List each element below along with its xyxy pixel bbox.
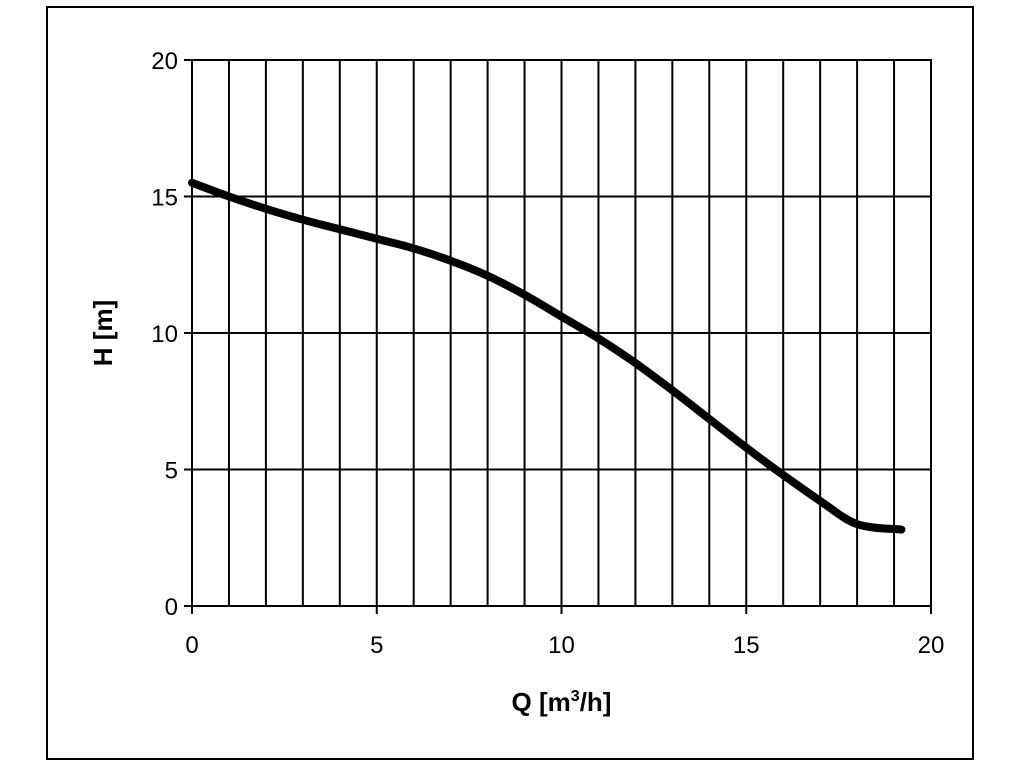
y-tick-label: 20 [151,48,178,75]
x-tick-labels: 0 5 10 15 20 [185,632,944,659]
y-tick-labels: 0 5 10 15 20 [151,48,178,621]
gridlines [184,59,932,614]
x-axis-title-prefix: Q [m [512,687,571,717]
y-axis-title: H [m] [88,300,118,366]
x-tick-label: 15 [733,632,760,659]
x-axis-title: Q [m3/h] [512,687,612,717]
plot-area [191,59,932,607]
x-axis-title-suffix: /h] [580,687,612,717]
series-layer [188,178,906,534]
series-line-0 [188,178,906,534]
x-tick-label: 10 [548,632,575,659]
x-tick-label: 5 [370,632,383,659]
y-tick-label: 0 [165,594,178,621]
x-axis-title-superscript: 3 [571,688,580,705]
x-tick-label: 20 [918,632,945,659]
y-tick-label: 5 [165,458,178,485]
x-tick-label: 0 [185,632,198,659]
y-tick-label: 10 [151,321,178,348]
y-tick-label: 15 [151,185,178,212]
